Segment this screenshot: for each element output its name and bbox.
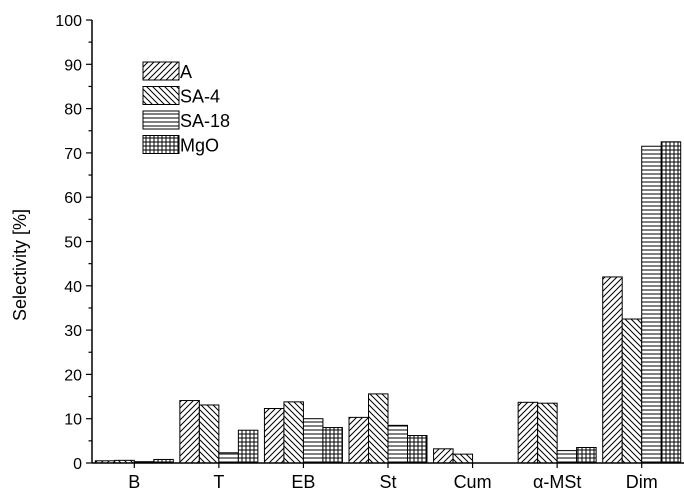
y-tick-label: 20 bbox=[64, 367, 82, 384]
y-tick-label: 90 bbox=[64, 57, 82, 74]
legend-label-sa-4: SA-4 bbox=[180, 87, 220, 107]
y-tick-label: 30 bbox=[64, 323, 82, 340]
bar-sa-18-2 bbox=[302, 418, 324, 464]
y-tick-label: 10 bbox=[64, 412, 82, 429]
bar-mgo-2 bbox=[322, 427, 343, 464]
y-tick-label: 100 bbox=[55, 13, 82, 30]
x-tick-label: T bbox=[213, 472, 224, 492]
y-tick-label: 0 bbox=[73, 456, 82, 473]
bar-sa-4-4 bbox=[452, 453, 474, 464]
bar-sa-18-5 bbox=[556, 450, 578, 464]
bar-sa-4-3 bbox=[368, 393, 389, 464]
y-tick-label: 80 bbox=[64, 102, 82, 119]
legend-label-sa-18: SA-18 bbox=[180, 111, 230, 131]
y-tick-label: 60 bbox=[64, 190, 82, 207]
bar-sa-4-1 bbox=[198, 404, 220, 464]
bar-sa-4-6 bbox=[621, 318, 643, 464]
bar-mgo-5 bbox=[576, 447, 597, 464]
x-tick-label: B bbox=[128, 472, 140, 492]
x-tick-label: St bbox=[379, 472, 396, 492]
bar-mgo-6 bbox=[660, 141, 682, 464]
bar-sa-18-6 bbox=[641, 145, 662, 464]
bar-a-2 bbox=[263, 408, 285, 464]
x-tick-label: EB bbox=[291, 472, 315, 492]
legend-swatch-a bbox=[142, 61, 180, 81]
bar-sa-4-5 bbox=[537, 402, 558, 464]
y-tick-label: 40 bbox=[64, 279, 82, 296]
y-axis-title: Selectivity [%] bbox=[10, 209, 30, 321]
y-tick-label: 50 bbox=[64, 235, 82, 252]
x-tick-label: Dim bbox=[626, 472, 658, 492]
bar-a-3 bbox=[348, 416, 369, 464]
legend-swatch-sa-18 bbox=[142, 110, 180, 130]
bar-a-6 bbox=[602, 276, 623, 464]
bar-sa-18-3 bbox=[387, 424, 408, 464]
bar-a-4 bbox=[433, 448, 454, 464]
legend: A SA-4 SA-18 MgO bbox=[142, 61, 230, 156]
legend-label-a: A bbox=[180, 62, 192, 82]
x-tick-label: Cum bbox=[454, 472, 492, 492]
axes-layer: 0 10 20 30 40 50 60 70 80 90 100 B T EB St Cum α-MSt Dim bbox=[55, 13, 684, 492]
bar-sa-18-1 bbox=[218, 452, 239, 464]
bars-layer bbox=[94, 141, 682, 464]
x-tick-label: α-MSt bbox=[533, 472, 581, 492]
bar-mgo-3 bbox=[407, 435, 428, 464]
legend-swatch-sa-4 bbox=[142, 86, 180, 105]
legend-label-mgo: MgO bbox=[180, 136, 219, 156]
bar-a-5 bbox=[517, 401, 539, 464]
bar-mgo-1 bbox=[237, 429, 259, 464]
bar-a-1 bbox=[179, 400, 200, 464]
legend-swatch-mgo bbox=[142, 135, 180, 154]
bar-sa-4-2 bbox=[283, 401, 304, 464]
y-tick-label: 70 bbox=[64, 146, 82, 163]
